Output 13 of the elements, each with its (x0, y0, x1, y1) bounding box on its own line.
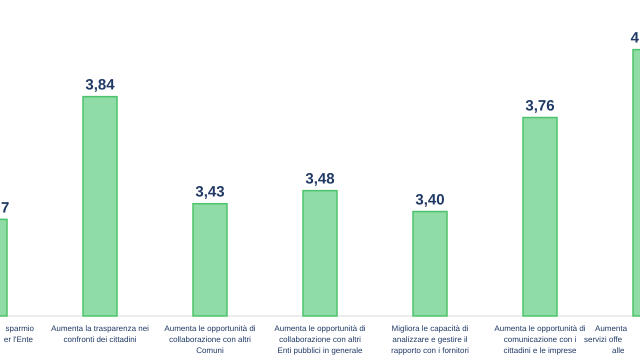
x-tick-label: sparmio er l'Ente (4, 324, 35, 344)
data-label: 3,40 (415, 192, 445, 209)
data-label: 3,43 (195, 184, 225, 201)
data-label: 3,76 (525, 98, 555, 115)
x-tick-label: Migliora le capacità di analizzare e gestire il rapporto con i fornitori (391, 324, 470, 355)
data-label: 3,84 (85, 76, 116, 94)
annotation: 7 (1, 199, 10, 216)
data-label: 3,48 (305, 170, 335, 188)
annotation: 4 (630, 30, 640, 47)
x-tick-label: Aumenta le opportunità di collaborazione con altri Enti pubblici in generale (274, 324, 366, 355)
x-tick-label: Aumenta la trasparenza nei confronti dei cittadini (51, 324, 150, 344)
x-tick-label: Aumenta le opportunità di collaborazione con altri Comuni (164, 324, 256, 355)
x-tick-label: Aumenta servizi offe alle (584, 324, 628, 355)
